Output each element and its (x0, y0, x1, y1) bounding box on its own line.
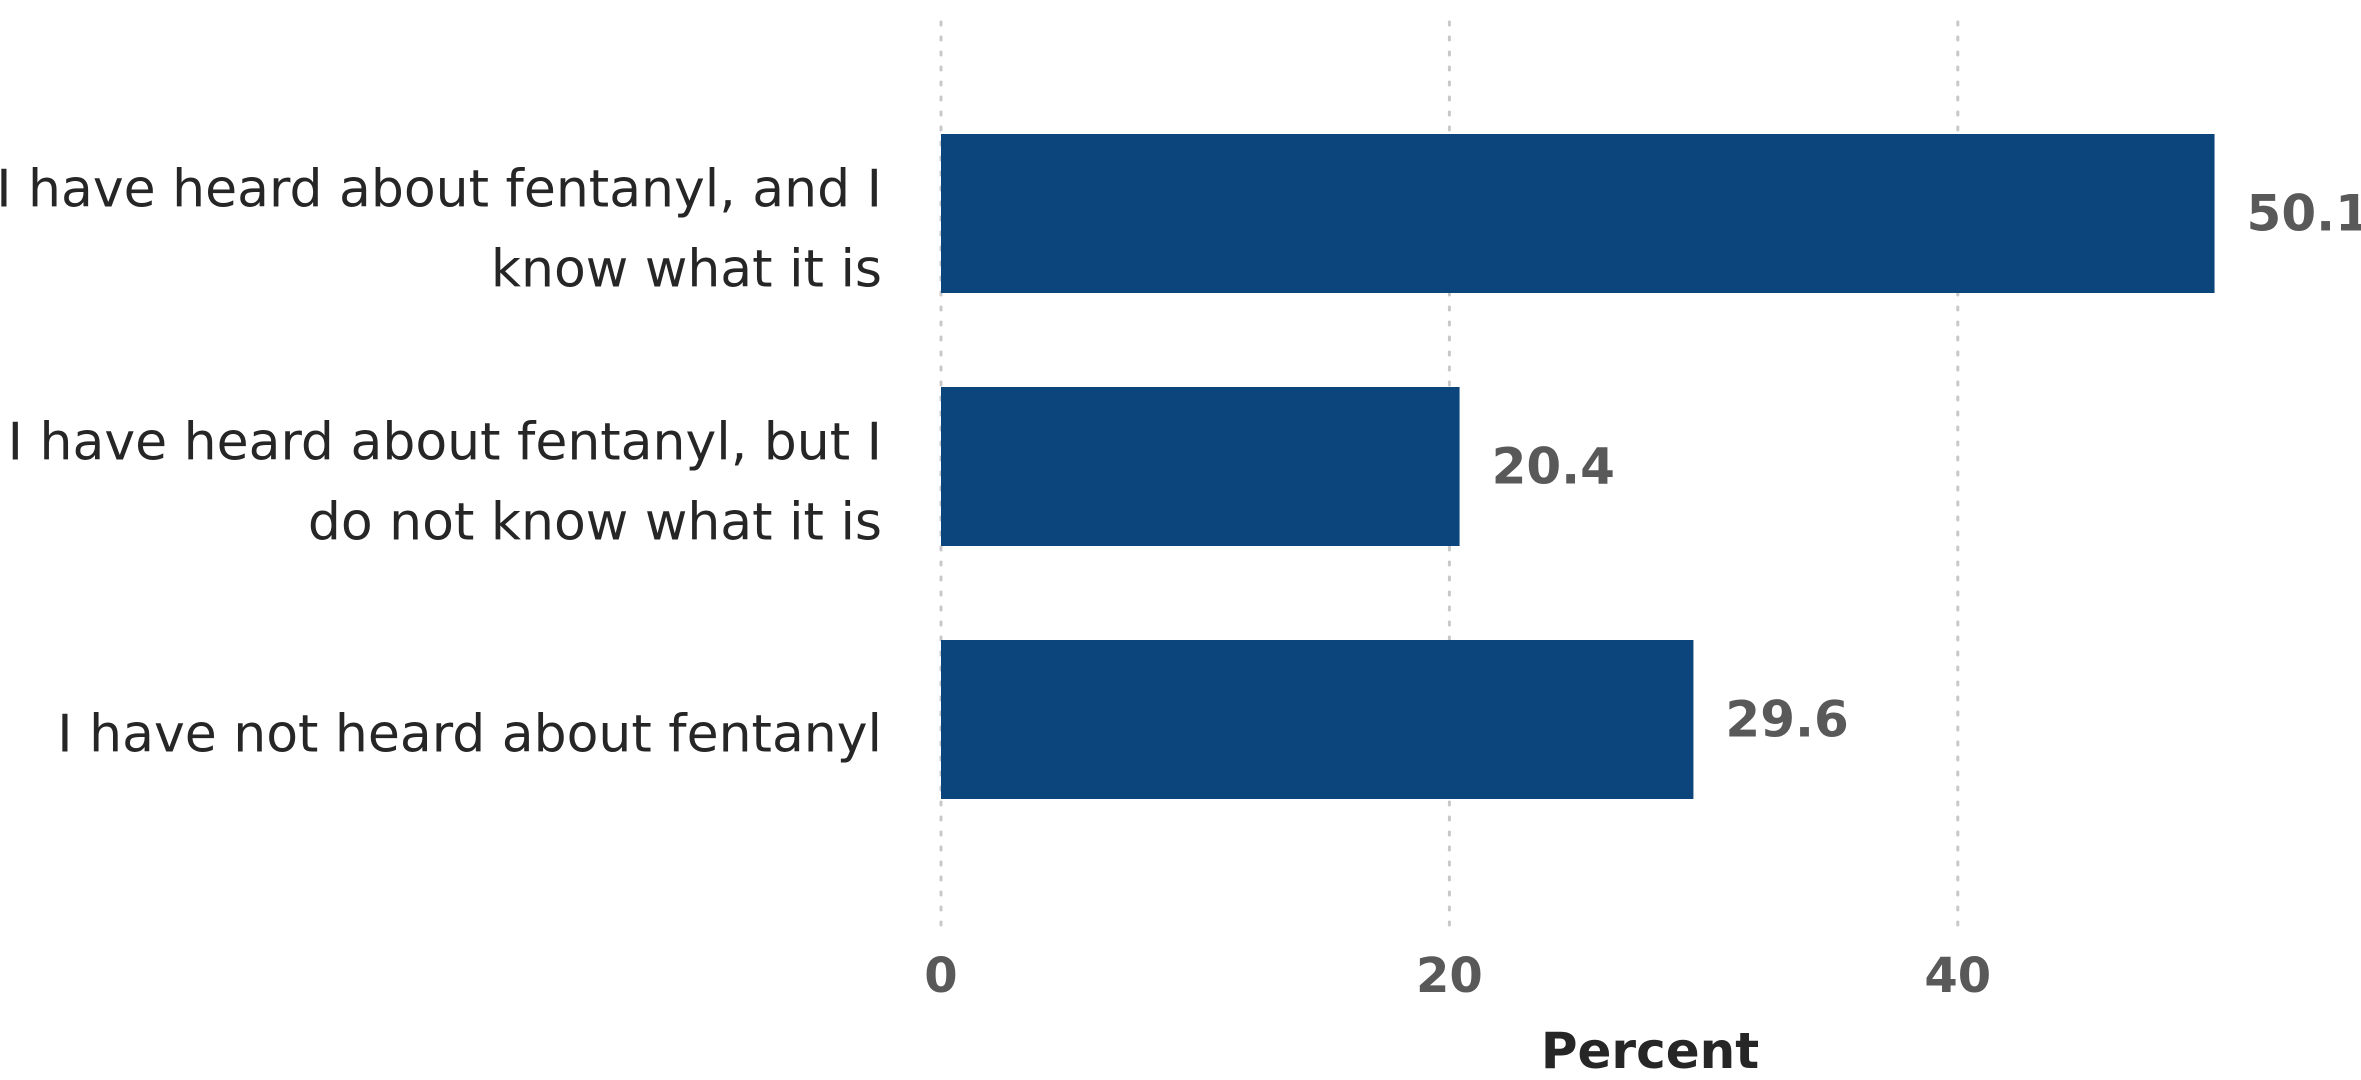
category-label-line: I have heard about fentanyl, and I (0, 160, 882, 220)
x-axis-title: Percent (1541, 1022, 1759, 1080)
category-label: I have not heard about fentanyl (57, 705, 882, 765)
x-axis-tick-labels: 0 20 40 (924, 948, 1991, 1004)
category-label: I have heard about fentanyl, but I do not… (8, 413, 882, 553)
category-label-line: I have heard about fentanyl, but I (8, 413, 882, 473)
category-label-line: know what it is (491, 240, 882, 300)
bars (941, 134, 2215, 799)
bar-value-label: 29.6 (1725, 691, 1848, 749)
category-label: I have heard about fentanyl, and I know w… (0, 160, 882, 300)
category-label-line: do not know what it is (308, 493, 882, 553)
bar (941, 640, 1694, 799)
bar (941, 387, 1460, 546)
bar-value-label: 50.1 (2247, 185, 2361, 243)
x-tick-label: 20 (1416, 948, 1483, 1004)
value-labels: 50.1 20.4 29.6 (1492, 185, 2361, 749)
x-tick-label: 40 (1924, 948, 1991, 1004)
category-labels: I have heard about fentanyl, and I know w… (0, 160, 882, 765)
x-tick-label: 0 (924, 948, 957, 1004)
category-label-line: I have not heard about fentanyl (57, 705, 882, 765)
bar-value-label: 20.4 (1492, 438, 1615, 496)
bar (941, 134, 2215, 293)
